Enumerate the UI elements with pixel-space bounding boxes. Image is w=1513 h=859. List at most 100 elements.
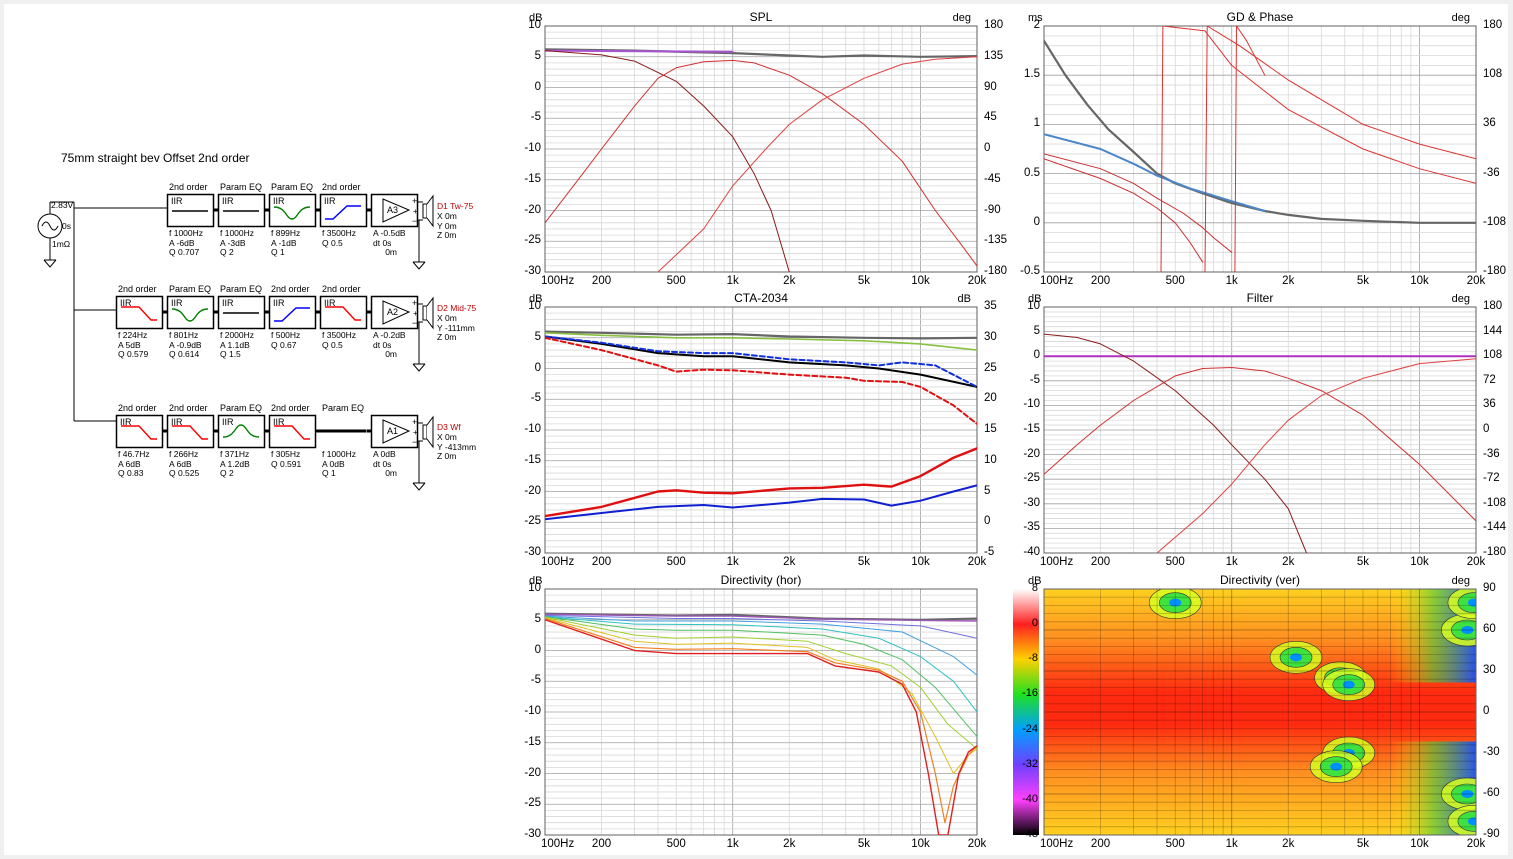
y-tick-label: 5: [1033, 324, 1040, 337]
y-tick-label: -25: [1023, 472, 1040, 485]
filter-response-icon: [325, 306, 361, 321]
x-tick-label: 1k: [726, 838, 739, 850]
left-axis-unit: dB: [1028, 293, 1042, 305]
filter-block[interactable]: [115, 414, 164, 449]
x-tick-label: 1k: [726, 275, 739, 287]
driver-label: D1 Tw-75: [437, 201, 473, 212]
block-param: f 266Hz: [169, 449, 199, 459]
crossover-schematic: 75mm straight bev Offset 2nd order: [4, 4, 504, 504]
y2-tick-label: 108: [1483, 68, 1503, 81]
y2-tick-label: -108: [1483, 496, 1507, 509]
y2-tick-label: 60: [1483, 623, 1496, 635]
x-tick-label: 10k: [1410, 838, 1429, 850]
left-axis-unit: dB: [529, 575, 543, 587]
x-tick-label: 1k: [726, 556, 739, 568]
x-tick-label: 100Hz: [1040, 838, 1074, 850]
driver-coord: X 0m: [437, 432, 457, 442]
x-tick-label: 200: [591, 275, 612, 287]
y2-tick-label: 0: [1483, 423, 1490, 435]
series-line-3: [1044, 153, 1233, 253]
amplifier-param: dt 0s: [373, 237, 392, 248]
y2-tick-label: -5: [984, 546, 995, 558]
y2-tick-label: 36: [1483, 117, 1496, 130]
block-param: f 3500Hz: [322, 330, 357, 340]
y2-tick-label: 45: [984, 111, 997, 124]
series-line-4: [545, 615, 977, 676]
schematic-wiring: [37, 201, 167, 422]
driver-name: D3 Wf: [437, 422, 461, 432]
filter-block[interactable]: [166, 193, 215, 228]
block-header: 2nd order: [169, 182, 208, 192]
y-tick-label: -30: [1023, 496, 1040, 509]
grid: [1044, 25, 1476, 273]
chart-title: Directivity (hor): [720, 573, 802, 587]
y-tick-label: 10: [528, 19, 541, 31]
y-tick-label: -5: [530, 674, 541, 687]
series-line-3: [545, 50, 790, 272]
amplifier-block[interactable]: +−: [370, 295, 419, 330]
block-param: f 1000Hz: [322, 449, 357, 459]
filter-block[interactable]: [166, 295, 215, 330]
filter-block[interactable]: [217, 295, 266, 330]
block-header: Param EQ: [220, 403, 263, 413]
amplifier-label: A1: [387, 426, 399, 436]
filter-block[interactable]: [217, 193, 266, 228]
y2-tick-label: 35: [984, 300, 997, 312]
filter-block[interactable]: [268, 295, 317, 330]
x-tick-label: 200: [1090, 838, 1111, 850]
x-tick-label: 100Hz: [541, 275, 575, 287]
y2-tick-label: 180: [984, 19, 1004, 31]
y2-tick-label: -90: [984, 203, 1001, 216]
filter-response-icon: [121, 425, 157, 440]
block-param: Q 0.525: [169, 468, 200, 478]
x-tick-label: 2k: [1282, 275, 1295, 287]
chart-title: GD & Phase: [1226, 10, 1294, 24]
filter-response-icon: [222, 424, 260, 438]
y2-tick-label: -30: [1483, 746, 1500, 758]
filter-response-icon: [171, 308, 209, 322]
x-tick-label: 5k: [857, 838, 871, 850]
chain-1-wiring: +−+: [166, 193, 434, 270]
filter-block[interactable]: [319, 193, 368, 228]
amplifier-block[interactable]: +−: [370, 414, 419, 449]
block-param: Q 0.83: [118, 468, 144, 478]
filter-block[interactable]: [166, 414, 215, 449]
block-param: A 6dB: [118, 458, 141, 469]
filter-block[interactable]: [217, 414, 266, 449]
amplifier-block[interactable]: +−: [370, 193, 419, 228]
series-line-4: [1044, 158, 1204, 263]
y-tick-label: -15: [524, 172, 541, 185]
amplifier-param: 0m: [385, 247, 397, 257]
x-tick-label: 20k: [1466, 556, 1486, 568]
series-line-5: [545, 616, 977, 713]
y-tick-label: -25: [524, 797, 541, 810]
y2-tick-label: -36: [1483, 166, 1500, 179]
x-tick-label: 10k: [1410, 556, 1429, 568]
y2-tick-label: 144: [1483, 324, 1503, 337]
block-param: f 899Hz: [271, 228, 301, 238]
driver-label: D2 Mid-75: [437, 303, 476, 314]
x-tick-label: 100Hz: [541, 556, 575, 568]
block-param: Q 0.5: [322, 237, 343, 248]
filter-block[interactable]: [268, 193, 317, 228]
speaker-icon[interactable]: +: [412, 194, 434, 270]
series-line-2: [545, 613, 977, 622]
y2-tick-label: 0: [984, 515, 991, 528]
series-line-2: [545, 49, 734, 53]
speaker-icon[interactable]: +: [412, 296, 434, 372]
grid: [545, 25, 977, 273]
x-tick-label: 5k: [857, 275, 871, 287]
series-line-4: [1156, 358, 1476, 553]
amplifier-param: A -0.5dB: [373, 228, 406, 238]
y2-tick-label: -108: [1483, 215, 1507, 228]
x-tick-label: 10k: [911, 556, 930, 568]
y2-tick-label: -72: [1483, 472, 1500, 485]
color-scale-label: -48: [1022, 828, 1038, 840]
chain-2-wiring: +−+: [115, 295, 434, 372]
x-tick-label: 500: [666, 275, 686, 287]
amplifier-param: dt 0s: [373, 339, 392, 350]
x-tick-label: 200: [1090, 275, 1111, 287]
speaker-icon[interactable]: +: [412, 415, 434, 491]
block-param: f 1000Hz: [220, 228, 255, 238]
